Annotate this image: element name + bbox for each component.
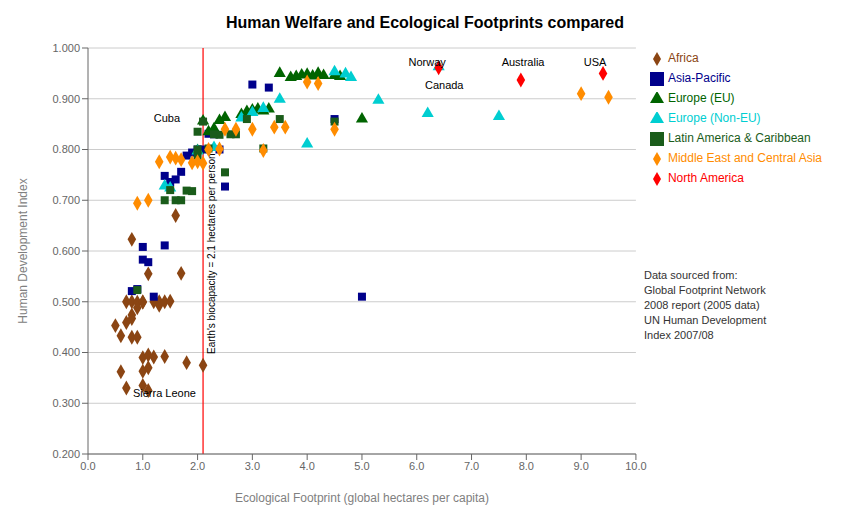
svg-text:Cuba: Cuba bbox=[154, 112, 181, 124]
svg-text:9.0: 9.0 bbox=[573, 460, 588, 472]
svg-text:0.0: 0.0 bbox=[80, 460, 95, 472]
svg-text:Ecological Footprint (global h: Ecological Footprint (global hectares pe… bbox=[235, 491, 489, 505]
svg-text:5.0: 5.0 bbox=[354, 460, 369, 472]
svg-text:3.0: 3.0 bbox=[245, 460, 260, 472]
html-text:Data sourced from: Global Foot: Data sourced from: Global Footprint Netw… bbox=[644, 269, 767, 341]
svg-text:8.0: 8.0 bbox=[519, 460, 534, 472]
svg-text:Earth's biocapacity = 2.1 hect: Earth's biocapacity = 2.1 hectares per p… bbox=[206, 153, 217, 354]
svg-text:Norway: Norway bbox=[409, 56, 447, 68]
html-text:North America: North America bbox=[667, 171, 744, 185]
svg-text:2.0: 2.0 bbox=[190, 460, 205, 472]
svg-text:Human Development Index: Human Development Index bbox=[16, 178, 30, 323]
svg-text:0.700: 0.700 bbox=[52, 194, 80, 206]
svg-text:4.0: 4.0 bbox=[300, 460, 315, 472]
html-text:Asia-Pacific: Asia-Pacific bbox=[667, 71, 731, 85]
html-text:Africa: Africa bbox=[667, 51, 699, 65]
svg-text:USA: USA bbox=[584, 56, 607, 68]
html-text:Latin America & Caribbean: Latin America & Caribbean bbox=[667, 131, 811, 145]
svg-text:6.0: 6.0 bbox=[409, 460, 424, 472]
svg-text:0.300: 0.300 bbox=[52, 397, 80, 409]
html-text:Human Welfare and Ecological F: Human Welfare and Ecological Footprints … bbox=[226, 14, 624, 31]
svg-text:0.500: 0.500 bbox=[52, 296, 80, 308]
svg-text:0.800: 0.800 bbox=[52, 143, 80, 155]
svg-text:Australia: Australia bbox=[502, 56, 546, 68]
svg-text:0.200: 0.200 bbox=[52, 448, 80, 460]
svg-text:0.600: 0.600 bbox=[52, 245, 80, 257]
html-text:Europe (Non-EU): Europe (Non-EU) bbox=[667, 111, 761, 125]
svg-text:Canada: Canada bbox=[425, 79, 464, 91]
svg-text:1.000: 1.000 bbox=[52, 42, 80, 54]
html-text:Middle East and Central Asia: Middle East and Central Asia bbox=[667, 151, 822, 165]
svg-text:0.400: 0.400 bbox=[52, 346, 80, 358]
svg-text:Sierra Leone: Sierra Leone bbox=[133, 387, 196, 399]
html-text:Europe (EU): Europe (EU) bbox=[667, 91, 735, 105]
svg-text:7.0: 7.0 bbox=[464, 460, 479, 472]
svg-text:1.0: 1.0 bbox=[135, 460, 150, 472]
svg-text:0.900: 0.900 bbox=[52, 93, 80, 105]
svg-text:10.0: 10.0 bbox=[625, 460, 646, 472]
